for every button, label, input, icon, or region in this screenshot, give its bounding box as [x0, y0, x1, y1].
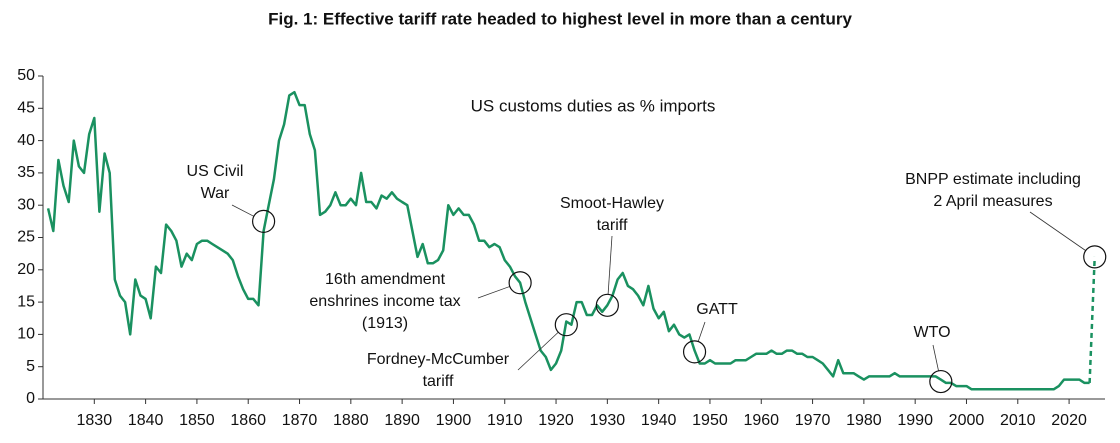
annotation-leader [932, 344, 939, 371]
annotation-text: WTO [913, 324, 950, 341]
x-tick-label: 1880 [333, 412, 369, 429]
y-tick-label: 20 [17, 261, 35, 278]
x-tick-label: 1830 [77, 412, 113, 429]
x-tick-label: 1860 [230, 412, 266, 429]
y-tick-label: 45 [17, 100, 35, 117]
annotation-leader [697, 321, 706, 342]
x-tick-label: 1890 [384, 412, 420, 429]
y-tick-label: 10 [17, 326, 35, 343]
annotation-text: tariff [597, 217, 628, 234]
y-tick-label: 50 [17, 67, 35, 84]
annotation-text: tariff [423, 373, 454, 390]
annotation-leader [1029, 211, 1086, 251]
annotation-leader [477, 286, 510, 299]
annotation-leader [607, 235, 613, 295]
annotation-text: BNPP estimate including [905, 171, 1081, 188]
annotation-circle [682, 340, 707, 364]
y-tick-label: 30 [17, 196, 35, 213]
chart-subtitle: US customs duties as % imports [471, 96, 716, 115]
y-tick-label: 35 [17, 164, 35, 181]
x-tick-label: 1960 [743, 412, 779, 429]
x-tick-label: 2000 [949, 412, 985, 429]
y-tick-label: 5 [26, 358, 35, 375]
y-tick-label: 25 [17, 229, 35, 246]
annotation-text: Smoot-Hawley [560, 195, 664, 212]
x-tick-label: 1840 [128, 412, 164, 429]
annotation-text: 2 April measures [933, 193, 1052, 210]
annotation-circle [252, 209, 276, 233]
x-tick-label: 1920 [538, 412, 574, 429]
annotation-circle [595, 293, 619, 317]
x-tick-label: 2020 [1051, 412, 1087, 429]
x-tick-label: 2010 [1000, 412, 1036, 429]
y-tick-label: 15 [17, 293, 35, 310]
annotation-text: US Civil [187, 163, 244, 180]
annotation-text: Fordney-McCumber [367, 351, 510, 368]
x-tick-label: 1990 [897, 412, 933, 429]
chart-title: Fig. 1: Effective tariff rate headed to … [268, 9, 852, 28]
annotation-circle [929, 369, 953, 394]
y-tick-label: 40 [17, 132, 35, 149]
x-tick-label: 1910 [487, 412, 523, 429]
annotation-text: War [201, 185, 230, 202]
x-tick-label: 1980 [846, 412, 882, 429]
annotation-text: enshrines income tax [309, 293, 460, 310]
x-tick-label: 1970 [795, 412, 831, 429]
annotation-leader [517, 331, 559, 371]
annotation-text: (1913) [362, 315, 408, 332]
data-line [1088, 256, 1096, 383]
y-tick-label: 0 [26, 390, 35, 407]
x-tick-label: 1950 [692, 412, 728, 429]
x-tick-label: 1930 [590, 412, 626, 429]
annotation-leader [231, 204, 255, 217]
x-tick-label: 1940 [641, 412, 677, 429]
x-tick-label: 1850 [179, 412, 215, 429]
annotation-text: 16th amendment [325, 271, 446, 288]
x-tick-label: 1870 [282, 412, 318, 429]
annotation-circle [554, 313, 578, 337]
annotation-circle [1083, 245, 1107, 269]
x-tick-label: 1900 [436, 412, 472, 429]
annotation-text: GATT [696, 301, 738, 318]
annotation-circle [508, 271, 532, 295]
data-line [46, 90, 1090, 391]
